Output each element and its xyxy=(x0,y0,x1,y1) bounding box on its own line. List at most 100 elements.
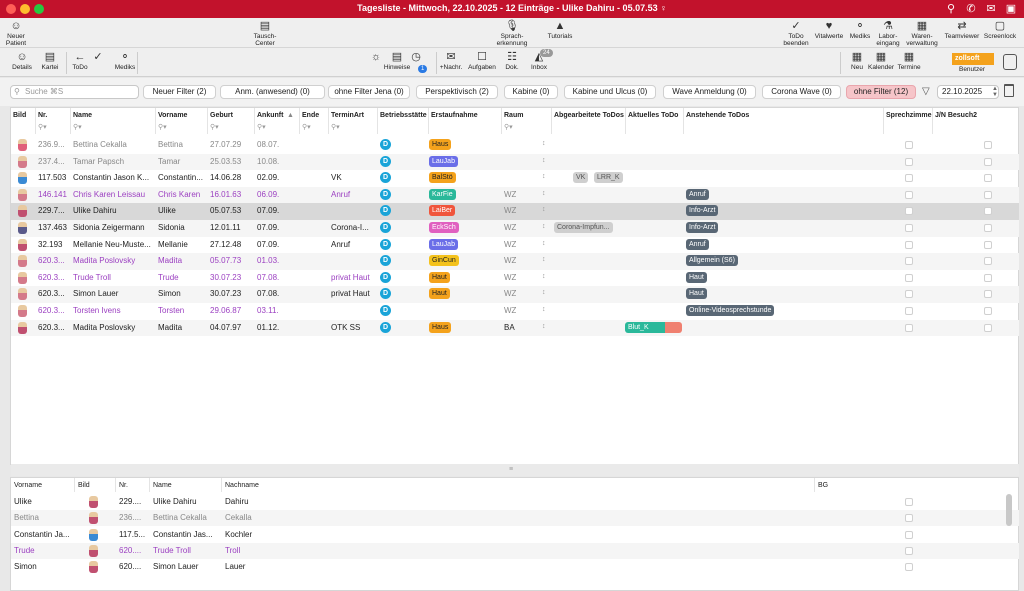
funnel-icon[interactable]: ▽ xyxy=(922,86,930,97)
toolbar2-button-2[interactable]: ← ToDo xyxy=(62,51,98,71)
besuch-checkbox[interactable] xyxy=(984,307,992,315)
besuch-checkbox[interactable] xyxy=(984,207,992,216)
column-header-15[interactable]: J/N Besuch2 xyxy=(935,112,978,119)
besuch-checkbox[interactable] xyxy=(984,174,992,183)
vertical-scrollbar[interactable] xyxy=(1006,494,1012,526)
sprechzimmer-checkbox[interactable] xyxy=(905,141,913,149)
raum-stepper[interactable]: ↕ xyxy=(542,206,546,214)
raum-stepper[interactable]: ↕ xyxy=(542,322,546,330)
bg-checkbox[interactable] xyxy=(905,530,913,539)
toolbar2-button-14[interactable]: ▦ Termine xyxy=(891,51,927,71)
split-handle[interactable]: ≡ xyxy=(11,464,1019,476)
sprechzimmer-checkbox[interactable] xyxy=(905,174,913,183)
toolbar2-button-8[interactable]: ✉ +Nachr. xyxy=(433,51,469,71)
table-row[interactable]: 620.3... Madita Poslovsky Madita 04.07.97 01… xyxy=(11,319,1019,337)
besuch-checkbox[interactable] xyxy=(984,290,992,299)
table-row[interactable]: 146.141 Chris Karen Leissau Chris Karen 16.… xyxy=(11,186,1019,204)
column-header-7[interactable]: TerminArt xyxy=(331,112,364,119)
raum-stepper[interactable]: ↕ xyxy=(542,140,546,147)
besuch-checkbox[interactable] xyxy=(984,141,992,149)
bottom-column-header-4[interactable]: Nachname xyxy=(225,482,259,489)
bg-checkbox[interactable] xyxy=(905,546,913,555)
besuch-checkbox[interactable] xyxy=(984,224,992,232)
filter-icon[interactable]: ⚲▾ xyxy=(504,124,513,131)
column-header-13[interactable]: Anstehende ToDos xyxy=(686,112,750,119)
column-header-0[interactable]: Bild xyxy=(13,112,27,119)
filter-button-7[interactable]: Corona Wave (0) xyxy=(762,85,841,99)
besuch-checkbox[interactable] xyxy=(984,257,992,266)
date-stepper[interactable]: ▲ ▼ xyxy=(992,86,998,98)
bottom-column-header-5[interactable]: BG xyxy=(818,482,829,489)
raum-stepper[interactable]: ↕ xyxy=(542,289,546,297)
sort-arrow-icon[interactable]: ▲ xyxy=(287,112,294,119)
column-header-9[interactable]: Erstaufnahme xyxy=(431,112,478,119)
search-icon[interactable]: ⚲ xyxy=(946,3,956,15)
sprechzimmer-checkbox[interactable] xyxy=(905,290,913,299)
besuch-checkbox[interactable] xyxy=(984,323,992,332)
toolbar-button-0[interactable]: ☺ Neuer Patient xyxy=(0,20,36,47)
sprechzimmer-checkbox[interactable] xyxy=(905,323,913,332)
list-item[interactable]: Bettina 236.... Bettina Cekalla Cekalla xyxy=(11,510,1019,527)
toolbar-button-2[interactable]: 🎙 Sprach- erkennung xyxy=(492,20,532,47)
toolbar2-button-7[interactable]: ◷ xyxy=(398,51,434,64)
filter-icon[interactable]: ⚲▾ xyxy=(73,124,82,131)
filter-button-8[interactable]: ohne Filter (12) xyxy=(846,85,916,99)
raum-stepper[interactable]: ↕ xyxy=(542,189,546,197)
filter-icon[interactable]: ⚲▾ xyxy=(158,124,167,131)
filter-button-4[interactable]: Kabine (0) xyxy=(504,85,558,99)
column-header-6[interactable]: Ende xyxy=(302,112,320,119)
filter-button-2[interactable]: ohne Filter Jena (0) xyxy=(328,85,410,99)
toolbar-button-4[interactable]: ✓ ToDo beenden xyxy=(776,20,816,47)
sprechzimmer-checkbox[interactable] xyxy=(905,224,913,232)
filter-icon[interactable]: ⚲▾ xyxy=(38,124,47,131)
column-header-12[interactable]: Aktuelles ToDo xyxy=(628,112,679,119)
filter-button-5[interactable]: Kabine und Ulcus (0) xyxy=(564,85,656,99)
filter-button-0[interactable]: Neuer Filter (2) xyxy=(143,85,216,99)
toolbar-button-9[interactable]: ⇄ Teamviewer xyxy=(942,20,982,40)
date-field[interactable]: 22.10.2025 xyxy=(937,85,999,99)
toolbar-button-7[interactable]: ⚗ Labor- eingang xyxy=(868,20,908,47)
sprechzimmer-checkbox[interactable] xyxy=(905,307,913,315)
phone-icon[interactable]: ✆ xyxy=(966,3,976,15)
table-row[interactable]: 237.4... Tamar Papsch Tamar 25.03.53 10.08. D… xyxy=(11,153,1019,171)
filter-button-6[interactable]: Wave Anmeldung (0) xyxy=(663,85,756,99)
toolbar-button-1[interactable]: ▤ Tausch-Center xyxy=(245,20,285,47)
toolbar2-button-15[interactable]: Benutzer xyxy=(954,66,990,73)
sprechzimmer-checkbox[interactable] xyxy=(905,257,913,266)
column-header-10[interactable]: Raum xyxy=(504,112,524,119)
column-header-11[interactable]: Abgearbeitete ToDos xyxy=(554,112,624,119)
table-row[interactable]: 620.3... Trude Troll Trude 30.07.23 07.08. pr… xyxy=(11,270,1019,287)
bottom-column-header-2[interactable]: Nr. xyxy=(119,482,128,489)
toolbar2-button-9[interactable]: ☐ Aufgaben xyxy=(464,51,500,71)
column-header-8[interactable]: Betriebsstätte xyxy=(380,112,427,119)
table-row[interactable]: 620.3... Simon Lauer Simon 30.07.23 07.08. pr… xyxy=(11,286,1019,303)
sprechzimmer-checkbox[interactable] xyxy=(905,157,913,166)
column-header-2[interactable]: Name xyxy=(73,112,93,119)
bg-checkbox[interactable] xyxy=(905,563,913,572)
toolbar-button-3[interactable]: ▲ Tutorials xyxy=(540,20,580,40)
mail-icon[interactable]: ✉ xyxy=(986,3,996,15)
toolbar-button-6[interactable]: ⚬ Mediks xyxy=(840,20,880,40)
besuch-checkbox[interactable] xyxy=(984,240,992,249)
list-item[interactable]: Simon 620.... Simon Lauer Lauer xyxy=(11,559,1019,575)
sprechzimmer-checkbox[interactable] xyxy=(905,273,913,282)
table-row[interactable]: 32.193 Mellanie Neu-Muste... Mellanie 27.12… xyxy=(11,237,1019,254)
trash-icon[interactable] xyxy=(1004,84,1014,97)
raum-stepper[interactable]: ↕ xyxy=(542,223,546,230)
toolbar-button-5[interactable]: ♥ Vitalwerte xyxy=(809,20,849,40)
bottom-column-header-0[interactable]: Vorname xyxy=(14,482,43,489)
toolbar2-button-3[interactable]: ✓ xyxy=(80,51,116,64)
filter-icon[interactable]: ⚲▾ xyxy=(331,124,340,131)
toolbar2-button-5[interactable]: ☼ xyxy=(358,51,394,64)
filter-button-1[interactable]: Anm. (anwesend) (0) xyxy=(220,85,325,99)
column-header-5[interactable]: Ankunft xyxy=(257,112,284,119)
search-input[interactable]: ⚲ Suche ⌘S xyxy=(10,85,139,99)
filter-icon[interactable]: ⚲▾ xyxy=(257,124,266,131)
toolbar2-button-1[interactable]: ▤ Kartei xyxy=(32,51,68,71)
toolbar2-button-13[interactable]: ▦ Kalender xyxy=(863,51,899,71)
besuch-checkbox[interactable] xyxy=(984,157,992,166)
list-item[interactable]: Ulike 229.... Ulike Dahiru Dahiru xyxy=(11,494,1019,510)
filter-icon[interactable]: ⚲▾ xyxy=(210,124,219,131)
toolbar2-button-10[interactable]: ☷ Dok. xyxy=(494,51,530,71)
bg-checkbox[interactable] xyxy=(905,514,913,523)
